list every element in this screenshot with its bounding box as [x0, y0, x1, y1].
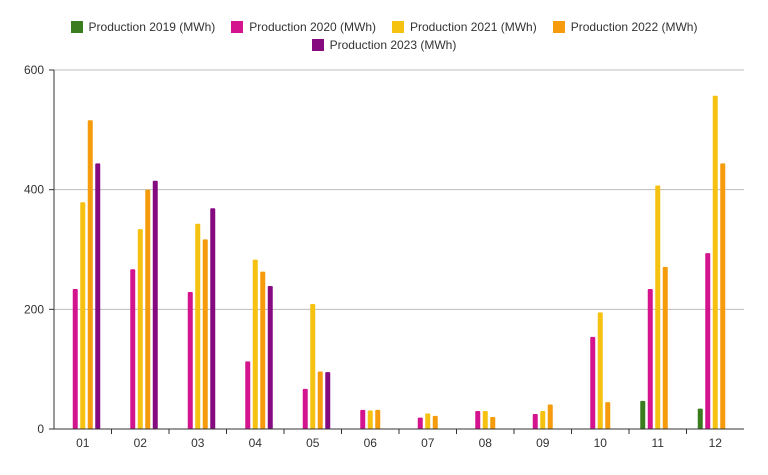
x-tick-label: 06: [364, 436, 378, 450]
y-tick-label: 400: [24, 183, 44, 197]
bar-11-1[interactable]: [647, 288, 653, 429]
x-tick-label: 10: [594, 436, 608, 450]
bar-09-3[interactable]: [547, 404, 553, 429]
legend-label-2022: Production 2022 (MWh): [570, 20, 698, 34]
bar-01-2[interactable]: [80, 202, 86, 429]
bar-06-1[interactable]: [360, 409, 366, 429]
bar-12-2[interactable]: [712, 95, 718, 429]
bar-04-3[interactable]: [260, 271, 266, 429]
bar-12-1[interactable]: [705, 253, 711, 429]
bar-07-1[interactable]: [417, 417, 423, 429]
x-tick-label: 08: [479, 436, 493, 450]
bar-08-2[interactable]: [482, 411, 488, 429]
legend-label-2020: Production 2020 (MWh): [249, 20, 376, 34]
y-tick-label: 600: [24, 63, 44, 77]
x-axis: 01 02 03 04 05 06 07 08 09 10 11 12: [54, 428, 744, 450]
legend: Production 2019 (MWh) Production 2020 (M…: [0, 18, 768, 54]
bar-03-4[interactable]: [210, 208, 216, 429]
bar-06-2[interactable]: [367, 410, 373, 429]
legend-swatch-2021: [392, 21, 404, 33]
bar-05-2[interactable]: [310, 303, 316, 429]
x-tick-label: 01: [76, 436, 90, 450]
x-tick-label: 03: [191, 436, 205, 450]
gridlines: [54, 69, 744, 310]
x-tick-label: 11: [652, 436, 665, 450]
legend-item-2019[interactable]: Production 2019 (MWh): [70, 20, 216, 34]
bar-01-4[interactable]: [95, 163, 101, 429]
bar-02-2[interactable]: [137, 229, 143, 429]
legend-label-2023: Production 2023 (MWh): [329, 38, 457, 52]
legend-item-2023[interactable]: Production 2023 (MWh): [311, 38, 457, 52]
bar-10-2[interactable]: [597, 312, 603, 429]
bar-04-4[interactable]: [267, 285, 273, 429]
bar-02-4[interactable]: [152, 180, 158, 429]
bar-11-2[interactable]: [655, 185, 661, 429]
legend-item-2020[interactable]: Production 2020 (MWh): [231, 20, 376, 34]
bars: [72, 95, 726, 429]
bar-10-1[interactable]: [590, 336, 596, 429]
bar-06-3[interactable]: [375, 409, 381, 429]
bar-04-1[interactable]: [245, 361, 251, 429]
bar-05-4[interactable]: [325, 372, 331, 429]
legend-item-2022[interactable]: Production 2022 (MWh): [552, 20, 698, 34]
x-tick-label: 02: [134, 436, 148, 450]
legend-row-1: Production 2019 (MWh) Production 2020 (M…: [0, 18, 768, 36]
bar-02-1[interactable]: [130, 269, 136, 429]
bar-10-3[interactable]: [605, 402, 611, 429]
legend-swatch-2020: [231, 21, 244, 33]
legend-item-2021[interactable]: Production 2021 (MWh): [392, 20, 537, 34]
x-tick-label: 04: [249, 436, 263, 450]
bar-01-1[interactable]: [72, 288, 78, 429]
y-axis: 0 200 400 600: [24, 63, 55, 436]
x-tick-label: 12: [709, 436, 723, 450]
bar-05-1[interactable]: [302, 388, 308, 429]
y-tick-label: 200: [24, 302, 44, 316]
bar-12-0[interactable]: [697, 408, 703, 429]
legend-label-2021: Production 2021 (MWh): [410, 20, 537, 34]
bar-09-2[interactable]: [540, 411, 546, 429]
bar-04-2[interactable]: [252, 259, 258, 429]
y-tick-label: 0: [37, 422, 44, 436]
bar-11-3[interactable]: [662, 266, 668, 429]
legend-row-2: Production 2023 (MWh): [0, 36, 768, 54]
bar-08-1[interactable]: [475, 411, 481, 429]
bar-05-3[interactable]: [317, 371, 323, 429]
bar-03-1[interactable]: [187, 291, 193, 429]
bar-07-2[interactable]: [425, 413, 431, 429]
bar-03-2[interactable]: [195, 223, 201, 429]
x-tick-label: 09: [536, 436, 550, 450]
x-tick-label: 05: [306, 436, 320, 450]
bar-01-3[interactable]: [87, 120, 93, 429]
bar-03-3[interactable]: [202, 239, 208, 429]
x-tick-label: 07: [421, 436, 435, 450]
legend-swatch-2019: [70, 21, 83, 33]
legend-swatch-2022: [552, 21, 565, 33]
bar-02-3[interactable]: [145, 189, 151, 429]
legend-swatch-2023: [311, 39, 324, 51]
bar-08-3[interactable]: [490, 417, 496, 429]
bar-09-1[interactable]: [532, 414, 538, 429]
bar-07-3[interactable]: [432, 415, 438, 429]
legend-label-2019: Production 2019 (MWh): [88, 20, 216, 34]
bar-12-3[interactable]: [720, 163, 726, 429]
bar-11-0[interactable]: [640, 400, 646, 429]
